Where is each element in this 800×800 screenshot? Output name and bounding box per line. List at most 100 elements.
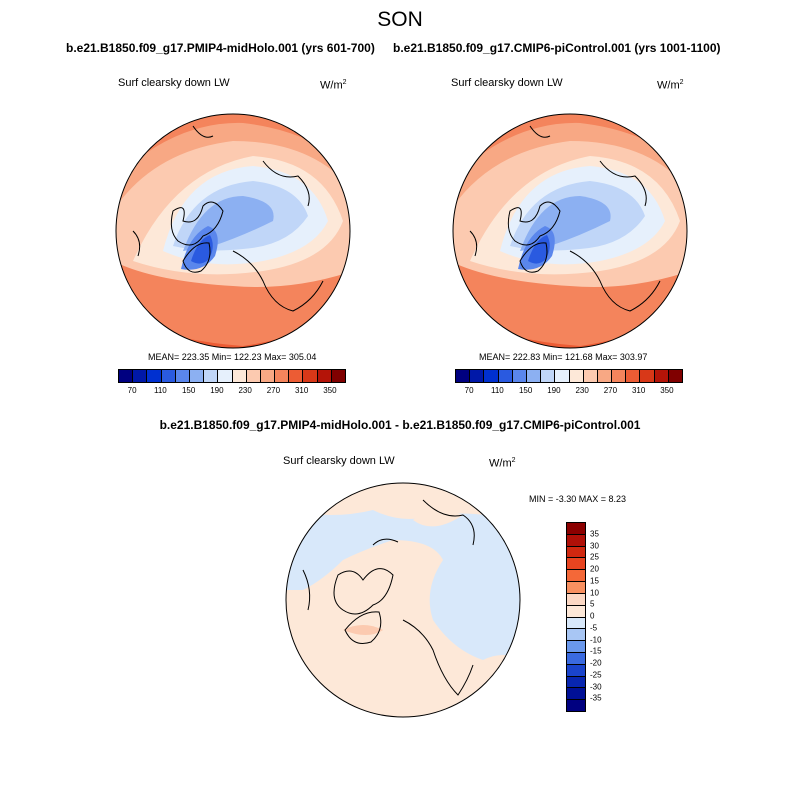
colorbar-tick-label: -5 — [590, 623, 598, 633]
colorbar-swatch — [567, 593, 585, 606]
stats-left: MEAN= 223.35 Min= 122.23 Max= 305.04 — [148, 352, 317, 362]
colorbar-swatch — [583, 370, 598, 382]
colorbar-swatch — [526, 370, 542, 382]
colorbar-ticks-right: 70 110 150 190 230 270 310 350 — [455, 386, 681, 398]
colorbar-swatch — [640, 370, 655, 382]
colorbar-tick-label: -25 — [590, 670, 602, 680]
colorbar-swatch — [275, 370, 290, 382]
colorbar-tick-label: 310 — [631, 386, 646, 395]
colorbar-tick-label: -10 — [590, 635, 602, 644]
colorbar-diff — [566, 522, 586, 712]
colorbar-swatch — [484, 370, 499, 382]
colorbar-tick-label: 190 — [210, 386, 224, 395]
colorbar-tick-label: 70 — [464, 386, 474, 395]
colorbar-tick-label: 20 — [590, 564, 599, 574]
colorbar-tick-label: -30 — [590, 682, 602, 691]
colorbar-swatch — [567, 700, 585, 711]
colorbar-tick-label: 190 — [547, 386, 561, 395]
colorbar-swatch — [317, 370, 332, 382]
colorbar-swatch — [597, 370, 613, 382]
colorbar-tick-label: 10 — [590, 588, 599, 597]
colorbar-swatch — [567, 558, 585, 571]
colorbar-swatch — [331, 370, 345, 382]
colorbar-swatch — [204, 370, 219, 382]
colorbar-swatch — [161, 370, 176, 382]
colorbar-swatch — [569, 370, 584, 382]
colorbar-ticks-diff: 35 30 25 20 15 10 5 0 -5 -10 -15 -20 -25 -30 -35 — [590, 522, 620, 710]
colorbar-right — [455, 369, 683, 383]
colorbar-swatch — [567, 582, 585, 594]
colorbar-tick-label: 230 — [575, 386, 589, 395]
colorbar-tick-label: 35 — [590, 529, 599, 539]
case-title-left: b.e21.B1850.f09_g17.PMIP4-midHolo.001 (y… — [66, 41, 375, 55]
colorbar-tick-label: 350 — [660, 386, 674, 395]
figure-title: SON — [377, 8, 423, 31]
unit-label-left: W/m2 — [320, 79, 347, 92]
colorbar-swatch — [567, 617, 585, 630]
colorbar-swatch — [147, 370, 162, 382]
colorbar-swatch — [512, 370, 527, 382]
colorbar-swatch — [567, 629, 585, 642]
colorbar-swatch — [567, 641, 585, 653]
colorbar-swatch — [567, 605, 585, 618]
colorbar-tick-label: 110 — [490, 386, 504, 395]
colorbar-swatch — [303, 370, 318, 382]
colorbar-tick-label: -35 — [590, 693, 602, 703]
colorbar-swatch — [246, 370, 261, 382]
colorbar-tick-label: 30 — [590, 541, 599, 550]
colorbar-left — [118, 369, 346, 383]
colorbar-swatch — [260, 370, 276, 382]
colorbar-tick-label: 70 — [127, 386, 137, 395]
minmax-diff: MIN = -3.30 MAX = 8.23 — [529, 494, 627, 504]
difference-title: b.e21.B1850.f09_g17.PMIP4-midHolo.001 - … — [159, 418, 641, 432]
colorbar-swatch — [567, 676, 585, 689]
unit-label-right: W/m2 — [657, 79, 684, 92]
colorbar-swatch — [289, 370, 304, 382]
colorbar-tick-label: 150 — [518, 386, 533, 395]
unit-label-diff: W/m2 — [489, 457, 516, 470]
variable-label-diff: Surf clearsky down LW — [283, 455, 395, 467]
colorbar-tick-label: -15 — [590, 646, 602, 656]
colorbar-swatch — [668, 370, 682, 382]
colorbar-swatch — [232, 370, 247, 382]
colorbar-tick-label: 310 — [294, 386, 309, 395]
colorbar-swatch — [189, 370, 205, 382]
colorbar-swatch — [456, 370, 471, 382]
colorbar-swatch — [218, 370, 233, 382]
colorbar-swatch — [567, 534, 585, 547]
colorbar-swatch — [498, 370, 513, 382]
colorbar-tick-label: 25 — [590, 552, 599, 562]
colorbar-swatch — [567, 546, 585, 559]
colorbar-swatch — [133, 370, 148, 382]
colorbar-tick-label: 350 — [323, 386, 337, 395]
colorbar-tick-label: 5 — [590, 599, 595, 609]
colorbar-swatch — [626, 370, 641, 382]
colorbar-swatch — [567, 688, 585, 701]
colorbar-swatch — [567, 523, 585, 535]
polar-map-diff — [285, 482, 521, 718]
variable-label-left: Surf clearsky down LW — [118, 77, 230, 89]
colorbar-swatch — [567, 664, 585, 677]
colorbar-ticks-left: 70 110 150 190 230 270 310 350 — [118, 386, 344, 398]
polar-map-left — [115, 113, 351, 349]
polar-map-right — [452, 113, 688, 349]
colorbar-swatch — [567, 570, 585, 583]
colorbar-swatch — [567, 652, 585, 665]
colorbar-tick-label: 110 — [153, 386, 167, 395]
colorbar-tick-label: 0 — [590, 611, 595, 621]
colorbar-tick-label: 270 — [603, 386, 618, 395]
stats-right: MEAN= 222.83 Min= 121.68 Max= 303.97 — [479, 352, 648, 362]
colorbar-tick-label: -20 — [590, 658, 602, 668]
colorbar-swatch — [555, 370, 570, 382]
colorbar-tick-label: 270 — [266, 386, 281, 395]
colorbar-tick-label: 15 — [590, 576, 599, 586]
case-title-right: b.e21.B1850.f09_g17.CMIP6-piControl.001 … — [393, 41, 721, 55]
colorbar-swatch — [175, 370, 190, 382]
colorbar-tick-label: 150 — [181, 386, 196, 395]
colorbar-tick-label: 230 — [238, 386, 252, 395]
colorbar-swatch — [541, 370, 556, 382]
colorbar-swatch — [612, 370, 627, 382]
variable-label-right: Surf clearsky down LW — [451, 77, 563, 89]
colorbar-swatch — [654, 370, 669, 382]
colorbar-swatch — [119, 370, 134, 382]
